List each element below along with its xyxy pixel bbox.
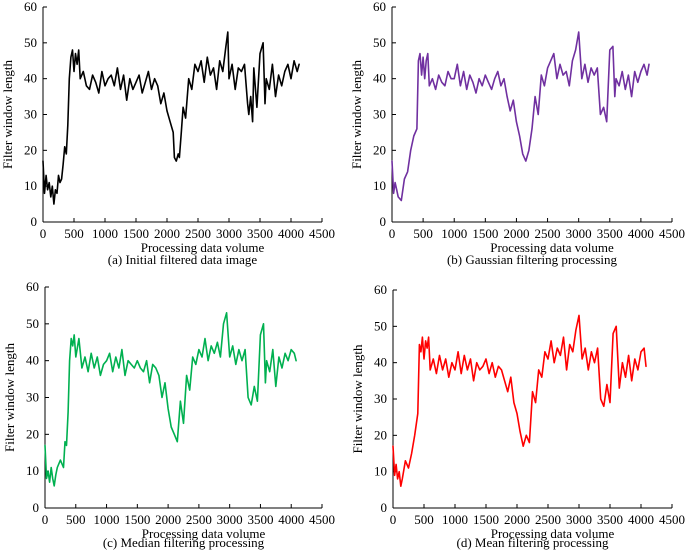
chart-initial-y-tick-label: 20 [24,142,37,157]
chart-gaussian-y-tick-label: 20 [373,142,386,157]
chart-initial-x-tick-label: 4000 [278,226,304,241]
chart-mean-y-tick-label: 0 [381,500,388,515]
chart-gaussian-x-tick-label: 1500 [472,226,498,241]
chart-median-x-tick-label: 1500 [124,512,150,527]
chart-median-x-tick-label: 500 [66,512,86,527]
chart-initial-x-tick-label: 4500 [309,226,335,241]
chart-gaussian-y-tick-label: 0 [380,214,387,229]
chart-mean-x-tick-label: 4000 [628,512,654,527]
chart-median-y-tick-label: 60 [26,279,39,294]
chart-gaussian-x-tick-label: 500 [413,226,433,241]
chart-initial-y-tick-label: 10 [24,178,37,193]
panel-mean-filtering: 0 10 20 30 40 50 60 0 500 1000 1500 2000 2500 3000 350… [350,282,685,550]
chart-gaussian-x-tick-label: 3000 [566,226,592,241]
panel-median-filtering: 0 10 20 30 40 50 60 0 500 1000 1500 2000 2500 3000 350… [2,279,335,550]
chart-gaussian-series-line [391,31,650,202]
chart-median-x-tick-label: 1000 [94,512,120,527]
chart-gaussian-x-axis-title: Processing data volume [490,240,614,255]
chart-median-y-tick-label: 0 [33,500,40,515]
chart-mean-x-tick-label: 3000 [566,512,592,527]
chart-mean-y-tick-label: 30 [374,391,387,406]
chart-mean-x-tick-label: 2500 [535,512,561,527]
chart-mean-y-tick-label: 10 [374,464,387,479]
chart-initial-x-tick-label: 0 [40,226,47,241]
chart-initial-caption: (a) Initial filtered data image [108,252,258,267]
chart-initial-x-tick-label: 500 [64,226,84,241]
chart-median-x-tick-label: 4000 [278,512,304,527]
chart-initial-x-tick-label: 3000 [216,226,242,241]
chart-gaussian-caption: (b) Gaussian filtering processing [447,252,618,267]
chart-mean-x-tick-label: 1000 [442,512,468,527]
chart-gaussian-y-tick-label: 40 [373,71,386,86]
chart-mean-x-tick-label: 0 [390,512,397,527]
chart-initial-y-tick-label: 60 [24,0,37,14]
chart-median-x-tick-label: 3000 [217,512,243,527]
chart-median-y-tick-label: 40 [26,353,39,368]
chart-initial-y-tick-label: 50 [24,35,37,50]
chart-mean-y-tick-label: 60 [374,282,387,297]
chart-mean-y-tick-label: 40 [374,355,387,370]
chart-gaussian-x-tick-label: 2500 [535,226,561,241]
chart-initial-y-tick-label: 30 [24,107,37,122]
chart-gaussian-y-tick-label: 60 [373,0,386,14]
chart-median-y-tick-label: 50 [26,316,39,331]
chart-gaussian-x-tick-label: 4000 [628,226,654,241]
chart-gaussian-y-tick-label: 50 [373,35,386,50]
chart-initial-x-tick-label: 1000 [92,226,118,241]
chart-initial-x-tick-label: 2000 [154,226,180,241]
chart-gaussian-x-tick-label: 1000 [441,226,467,241]
chart-gaussian-y-tick-label: 10 [373,178,386,193]
chart-mean-x-tick-label: 2000 [504,512,530,527]
panel-initial-filtered-data: 0 10 20 30 40 50 60 0 500 1000 1500 2000 2500 3000 350… [0,0,335,267]
chart-mean-y-tick-label: 20 [374,427,387,442]
chart-mean-x-tick-label: 1500 [473,512,499,527]
chart-initial-y-axis-title: Filter window length [0,59,15,169]
chart-initial-y-tick-label: 40 [24,71,37,86]
chart-mean-x-axis-title: Processing data volume [491,526,615,541]
chart-initial-series-line [42,31,300,205]
chart-initial-x-axis-title: Processing data volume [141,240,265,255]
chart-mean-x-tick-label: 3500 [597,512,623,527]
chart-initial-x-tick-label: 3500 [247,226,273,241]
chart-initial-x-tick-label: 1500 [123,226,149,241]
chart-median-x-tick-label: 3500 [247,512,273,527]
chart-gaussian-x-tick-label: 0 [389,226,396,241]
chart-mean-series-line [392,314,647,488]
chart-gaussian-x-tick-label: 3500 [597,226,623,241]
chart-initial-y-tick-label: 0 [31,214,38,229]
chart-gaussian-x-tick-label: 2000 [503,226,529,241]
chart-median-y-tick-label: 10 [26,463,39,478]
chart-median-series-line [44,311,297,487]
chart-median-x-tick-label: 4500 [309,512,335,527]
chart-median-x-tick-label: 0 [42,512,49,527]
chart-gaussian-x-tick-label: 4500 [659,226,685,241]
chart-mean-x-tick-label: 4500 [659,512,685,527]
panel-gaussian-filtering: 0 10 20 30 40 50 60 0 500 1000 1500 2000 2500 3000 350… [349,0,685,267]
chart-gaussian-y-tick-label: 30 [373,107,386,122]
chart-initial-x-tick-label: 2500 [185,226,211,241]
chart-mean-caption: (d) Mean filtering processing [457,535,609,550]
chart-mean-y-tick-label: 50 [374,318,387,333]
chart-mean-x-tick-label: 500 [414,512,434,527]
chart-mean-y-axis-title: Filter window length [350,344,365,454]
chart-median-y-tick-label: 20 [26,426,39,441]
chart-median-y-axis-title: Filter window length [2,342,17,452]
chart-gaussian-y-axis-title: Filter window length [349,59,364,169]
chart-median-y-tick-label: 30 [26,390,39,405]
chart-median-x-axis-title: Processing data volume [142,526,266,541]
chart-median-x-tick-label: 2000 [155,512,181,527]
chart-median-x-tick-label: 2500 [186,512,212,527]
chart-median-caption: (c) Median filtering processing [103,535,265,550]
